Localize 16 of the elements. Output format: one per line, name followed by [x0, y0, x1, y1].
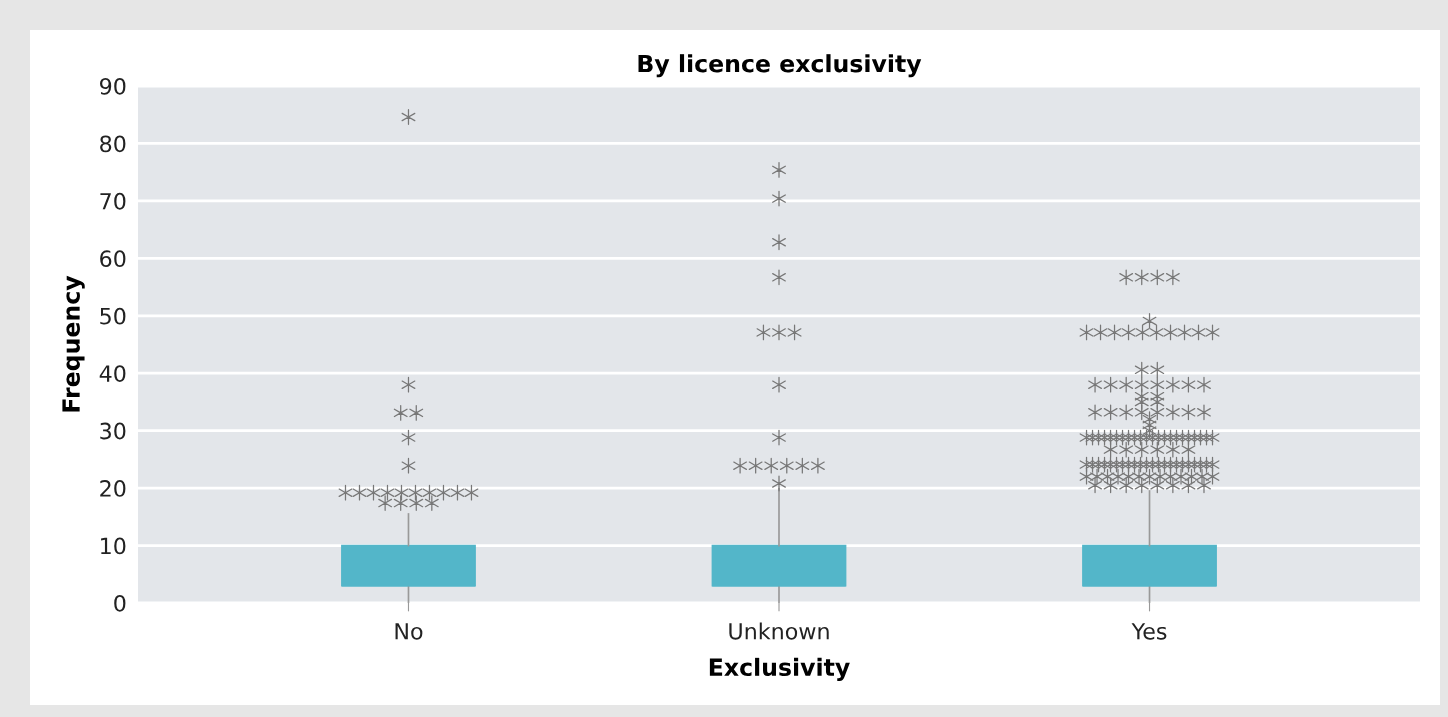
x-tick-label: No [395, 623, 423, 640]
x-tick-label: Unknown [729, 622, 829, 640]
y-tick-label: 50 [100, 307, 126, 325]
chart-title: By licence exclusivity [638, 54, 922, 78]
x-tick-label: Yes [1131, 623, 1167, 640]
y-axis-title: Frequency [62, 275, 85, 412]
y-tick-label: 30 [100, 422, 126, 440]
y-tick-label: 40 [99, 365, 126, 382]
y-tick-label: 0 [114, 594, 126, 612]
y-tick-label: 10 [101, 537, 126, 555]
y-tick-label: 90 [100, 77, 126, 95]
x-axis-title: Exclusivity [709, 657, 850, 681]
y-tick-label: 60 [100, 250, 126, 268]
y-tick-label: 80 [100, 135, 126, 153]
y-tick-label: 70 [100, 192, 126, 210]
y-tick-label: 20 [100, 480, 126, 497]
